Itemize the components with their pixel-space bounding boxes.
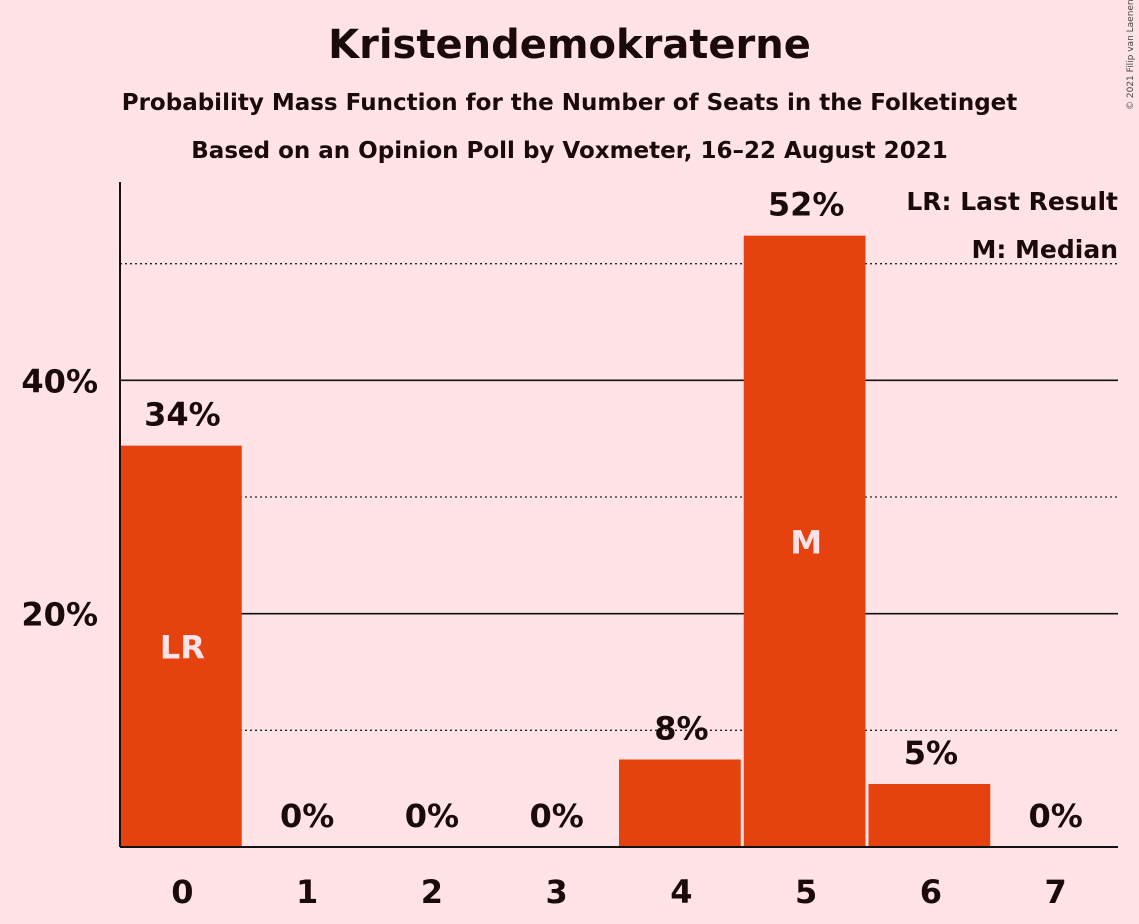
data-label: 8%: [654, 710, 708, 748]
chart-subtitle: Probability Mass Function for the Number…: [121, 90, 1018, 116]
x-tick-label: 7: [1044, 873, 1066, 911]
x-tick-label: 0: [171, 873, 193, 911]
data-label: 5%: [904, 734, 958, 772]
x-tick-label: 6: [920, 873, 942, 911]
x-tick-label: 3: [545, 873, 567, 911]
bar-annotation: M: [790, 523, 822, 561]
data-label: 52%: [768, 186, 845, 224]
data-label: 34%: [144, 396, 221, 434]
data-label: 0%: [1028, 797, 1082, 835]
chart-title: Kristendemokraterne: [328, 22, 811, 68]
bar: [619, 759, 741, 847]
legend-entry: LR: Last Result: [906, 187, 1118, 216]
legend-entry: M: Median: [971, 235, 1118, 264]
y-tick-label: 40%: [21, 362, 98, 400]
x-tick-label: 1: [296, 873, 318, 911]
x-tick-label: 2: [421, 873, 443, 911]
bar: [743, 235, 866, 847]
y-tick-label: 20%: [21, 596, 98, 634]
x-tick-label: 5: [795, 873, 817, 911]
bar-annotation: LR: [160, 628, 205, 666]
x-tick-label: 4: [670, 873, 692, 911]
bar: [868, 784, 991, 847]
data-label: 0%: [529, 797, 583, 835]
data-label: 0%: [280, 797, 334, 835]
bar: [120, 445, 242, 847]
data-label: 0%: [405, 797, 459, 835]
chart-source: Based on an Opinion Poll by Voxmeter, 16…: [191, 138, 948, 164]
